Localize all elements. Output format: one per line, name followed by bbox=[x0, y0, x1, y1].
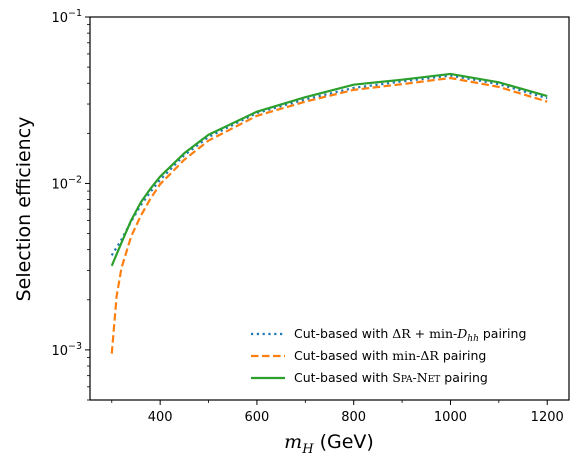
legend: Cut-based with ΔR + min-Dhh pairing Cut-… bbox=[251, 326, 526, 385]
series-layer bbox=[110, 72, 548, 354]
x-tick-label-2: 800 bbox=[341, 410, 366, 425]
legend-label-series-1: Cut-based with min-ΔR pairing bbox=[294, 348, 486, 363]
x-axis-unit: (GeV) bbox=[314, 431, 374, 453]
plot-frame bbox=[89, 16, 570, 401]
x-tick-label-3: 1000 bbox=[434, 410, 467, 425]
y-tick-label-0: 10−3 bbox=[51, 341, 82, 359]
series-line-0 bbox=[110, 74, 548, 256]
legend-label-series-0: Cut-based with ΔR + min-Dhh pairing bbox=[294, 326, 526, 344]
x-tick-label-4: 1200 bbox=[531, 410, 564, 425]
x-axis-title: mH (GeV) bbox=[284, 431, 374, 457]
y-axis-title: Selection efficiency bbox=[13, 117, 35, 302]
y-tick-label-2: 10−1 bbox=[51, 8, 82, 26]
series-line-2 bbox=[110, 72, 548, 267]
x-axis-sub: H bbox=[301, 442, 314, 457]
x-tick-label-1: 600 bbox=[245, 410, 270, 425]
y-tick-label-1: 10−2 bbox=[51, 174, 82, 192]
x-axis-var: m bbox=[284, 431, 302, 453]
plot-area bbox=[89, 16, 570, 401]
legend-label-series-2: Cut-based with Spa-Net pairing bbox=[294, 370, 488, 385]
x-tick-label-0: 400 bbox=[148, 410, 173, 425]
series-line-1 bbox=[110, 76, 548, 354]
ticks-layer: 400 600 800 1000 1200 10−3 10−2 10−1 bbox=[51, 8, 563, 425]
